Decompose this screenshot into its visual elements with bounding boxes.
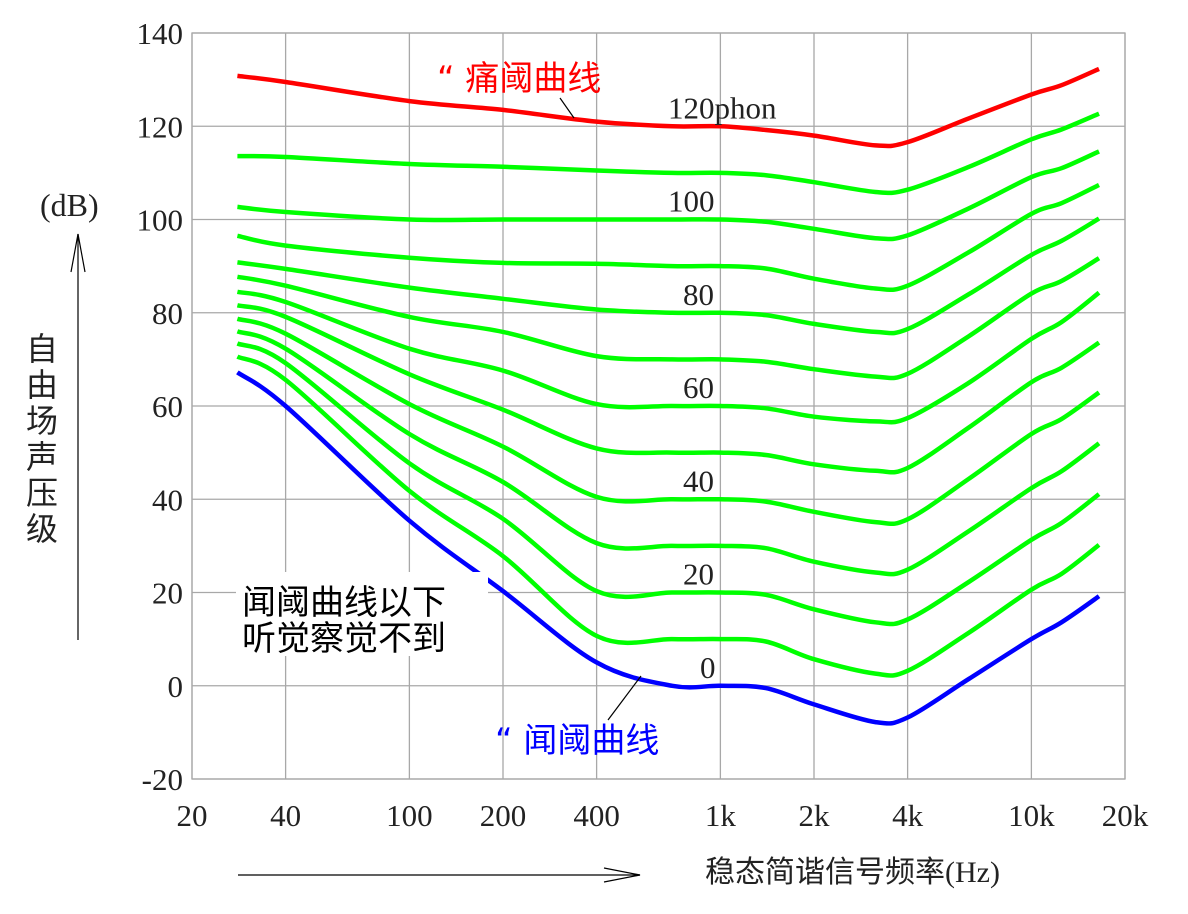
y-tick-label: 140 — [137, 16, 184, 51]
y-tick-label: 0 — [168, 669, 184, 704]
pain-leader-line — [559, 97, 575, 119]
loudness-curve-30-phon — [236, 329, 1101, 577]
below-threshold-line1: 闻阈曲线以下 — [242, 583, 446, 623]
loudness-curve-90-phon — [236, 182, 1100, 293]
loudness-curve-20-phon — [236, 341, 1101, 627]
x-axis-label: 稳态简谐信号频率(Hz) — [705, 856, 1000, 889]
y-tick-label: 80 — [152, 296, 183, 331]
x-tick-label: 1k — [705, 798, 737, 833]
pain-threshold-label: “ 痛阈曲线 — [437, 59, 601, 99]
loudness-curve-100-phon — [237, 149, 1100, 242]
curve-label-20: 20 — [683, 557, 714, 592]
loudness-curve-80-phon — [237, 216, 1101, 336]
x-tick-label: 100 — [386, 798, 433, 833]
y-tick-label: 20 — [152, 576, 183, 611]
y-axis-unit: (dB) — [40, 187, 99, 223]
y-tick-label: 60 — [152, 389, 183, 424]
y-tick-label: -20 — [142, 762, 183, 797]
below-threshold-line2: 听觉察觉不到 — [242, 619, 446, 659]
curve-labels: 120phon 100 80 60 40 20 0 — [668, 90, 777, 685]
loudness-curve-0-phon — [236, 370, 1101, 726]
curve-label-80: 80 — [683, 277, 714, 312]
threshold-leader-line — [607, 675, 642, 721]
x-tick-label: 40 — [270, 798, 301, 833]
annotation-background — [236, 572, 488, 656]
y-axis-label: 自由场声压级 — [26, 330, 58, 548]
y-axis-arrow — [70, 233, 86, 640]
y-tick-label: 40 — [152, 482, 183, 517]
loudness-curve-10-phon — [236, 354, 1101, 678]
loudness-curve-120-phon — [237, 66, 1100, 149]
x-tick-label: 2k — [799, 798, 831, 833]
y-tick-label: 120 — [137, 109, 184, 144]
curve-label-40: 40 — [683, 463, 714, 498]
curve-label-60: 60 — [683, 370, 714, 405]
x-tick-label: 20 — [177, 798, 208, 833]
y-tick-label: 100 — [137, 203, 184, 238]
curves — [236, 66, 1101, 726]
x-axis-arrow — [238, 867, 641, 883]
hearing-threshold-label: “ 闻阈曲线 — [495, 721, 659, 761]
loudness-curve-110-phon — [237, 111, 1100, 196]
curve-label-120: 120phon — [668, 90, 777, 125]
x-tick-label: 20k — [1102, 798, 1149, 833]
curve-label-100: 100 — [668, 184, 715, 219]
loudness-curve-70-phon — [236, 256, 1101, 381]
x-tick-label: 200 — [480, 798, 527, 833]
loudness-curve-60-phon — [236, 289, 1101, 425]
x-tick-label: 400 — [573, 798, 620, 833]
loudness-curve-40-phon — [236, 316, 1101, 527]
x-tick-label: 4k — [892, 798, 924, 833]
loudness-curve-50-phon — [236, 303, 1101, 475]
curve-label-0: 0 — [700, 650, 716, 685]
x-tick-label: 10k — [1008, 798, 1055, 833]
